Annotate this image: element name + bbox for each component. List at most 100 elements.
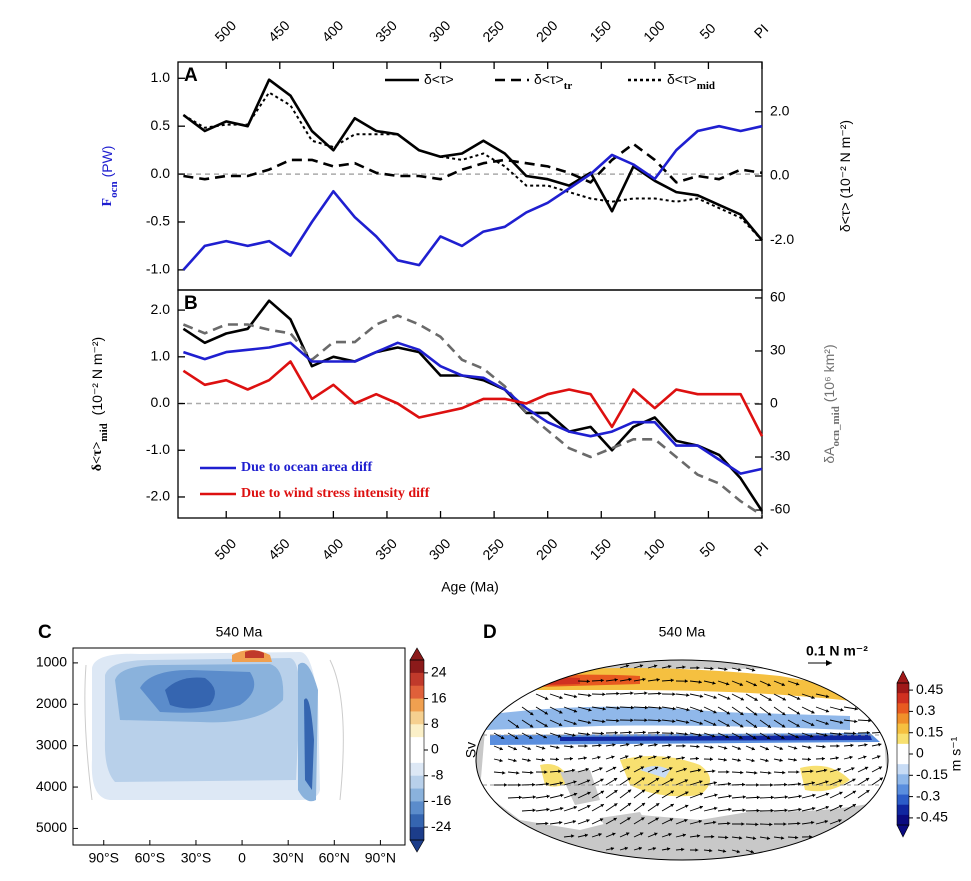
wind-vector-head (766, 836, 771, 840)
wind-vector-head (686, 707, 690, 712)
wind-vector-head (798, 794, 802, 799)
colorbar-swatch (897, 754, 909, 765)
wind-vector-head (653, 755, 657, 759)
wind-vector-head (544, 723, 548, 727)
wind-vector-head (655, 790, 660, 794)
x-tick-label: 60°N (319, 850, 350, 866)
y-tick-label: -60 (770, 501, 790, 517)
wind-vector-head (656, 730, 660, 735)
wind-vector-head (544, 696, 549, 700)
colorbar-swatch (897, 794, 909, 806)
x-tick-label: 50 (696, 538, 718, 560)
wind-vector-head (669, 818, 674, 822)
wind-vector-head (752, 735, 757, 739)
wind-vector-head (546, 794, 550, 799)
overturning-field (84, 650, 344, 802)
wind-vector-head (686, 693, 690, 697)
wind-vector-head (585, 767, 589, 772)
wind-vector-head (611, 755, 615, 759)
wind-vector-head (584, 833, 588, 838)
wind-vector-head (740, 697, 744, 701)
x-tick-label: 200 (533, 535, 561, 563)
wind-vector-head (864, 743, 868, 747)
wind-vector-head (752, 836, 757, 840)
wind-vector-head (684, 819, 688, 823)
wind-vector-head (865, 778, 870, 782)
series-line (182, 360, 764, 437)
wind-vector-head (573, 805, 577, 810)
wind-vector-head (559, 820, 563, 825)
label-part: Due to wind stress intensity diff (241, 486, 430, 501)
y-tick-label: 2.0 (770, 102, 790, 118)
wind-vector-head (751, 746, 755, 751)
wind-vector-head (879, 777, 883, 781)
y-tick-label: -1.0 (146, 441, 170, 457)
colorbar-swatch (410, 737, 424, 751)
axis-label: Due to ocean area diff (241, 460, 372, 475)
wind-vector-head (681, 756, 685, 760)
wind-vector-head (793, 746, 798, 750)
wind-vector-head (781, 682, 785, 686)
wind-vector-head (518, 795, 522, 800)
wind-vector-head (695, 756, 699, 761)
wind-vector-head (765, 746, 769, 751)
colorbar-end (896, 670, 910, 684)
colorbar-swatch (410, 814, 424, 828)
wind-vector-head (784, 795, 788, 799)
wind-vector-head (811, 781, 815, 785)
plot-frame (177, 61, 763, 291)
wind-vector-head (559, 781, 563, 785)
colorbar-tick-label: -16 (431, 792, 451, 808)
wind-vector-head (527, 758, 531, 762)
wind-vector-head (529, 735, 533, 739)
wind-vector-head (809, 835, 813, 839)
colorbar-swatch (897, 703, 909, 714)
wind-vector-head (838, 819, 842, 823)
colorbar-tick-label: 0.45 (916, 681, 943, 697)
x-tick-label: 50 (696, 20, 718, 42)
wind-vector-head (625, 664, 630, 668)
colorbar-tick-label: 0.3 (916, 702, 936, 718)
label-part: (PW) (99, 146, 115, 178)
wind-vector-head (725, 734, 729, 739)
wind-vector-head (640, 742, 644, 747)
wind-vector-head (753, 683, 757, 687)
wind-vector-head (559, 695, 563, 700)
colorbar-swatch (410, 685, 424, 700)
wind-vector-head (864, 766, 869, 770)
wind-vector-head (610, 847, 615, 851)
wind-vector-head (696, 834, 701, 838)
wind-vector-head (529, 711, 534, 716)
x-tick-label: 250 (479, 17, 507, 45)
wind-vector-head (781, 735, 785, 739)
wind-vector-head (699, 792, 704, 796)
wind-vector-head (713, 695, 717, 699)
wind-vector-head (641, 777, 645, 781)
wind-vector-head (656, 678, 660, 682)
label-part: F (100, 198, 115, 207)
wind-vector-head (753, 712, 758, 716)
axis-label: δ<τ> (424, 71, 454, 87)
series-line (182, 341, 763, 475)
colorbar-swatch (410, 750, 424, 764)
wind-vector-head (499, 758, 503, 763)
colorbar-end (409, 647, 425, 661)
wind-vector-head (825, 694, 830, 699)
label-part: mid (98, 423, 110, 441)
wind-vector-head (698, 819, 702, 824)
wind-vector-head (559, 710, 563, 714)
wind-vector-head (726, 723, 730, 727)
y-tick-label: 2000 (36, 695, 67, 711)
wind-vector-head (750, 849, 754, 854)
y-tick-label: -2.0 (146, 488, 170, 504)
colorbar-swatch (897, 804, 909, 816)
wind-vector-head (866, 790, 870, 794)
wind-vector-head (616, 691, 620, 696)
wind-vector-head (614, 678, 618, 682)
colorbar-label: Sv (463, 742, 479, 758)
series-line (182, 78, 763, 242)
colorbar-tick-label: 8 (431, 715, 439, 731)
wind-vector-head (811, 695, 815, 699)
wind-vector-head (641, 817, 645, 821)
label-part: tr (564, 80, 573, 92)
